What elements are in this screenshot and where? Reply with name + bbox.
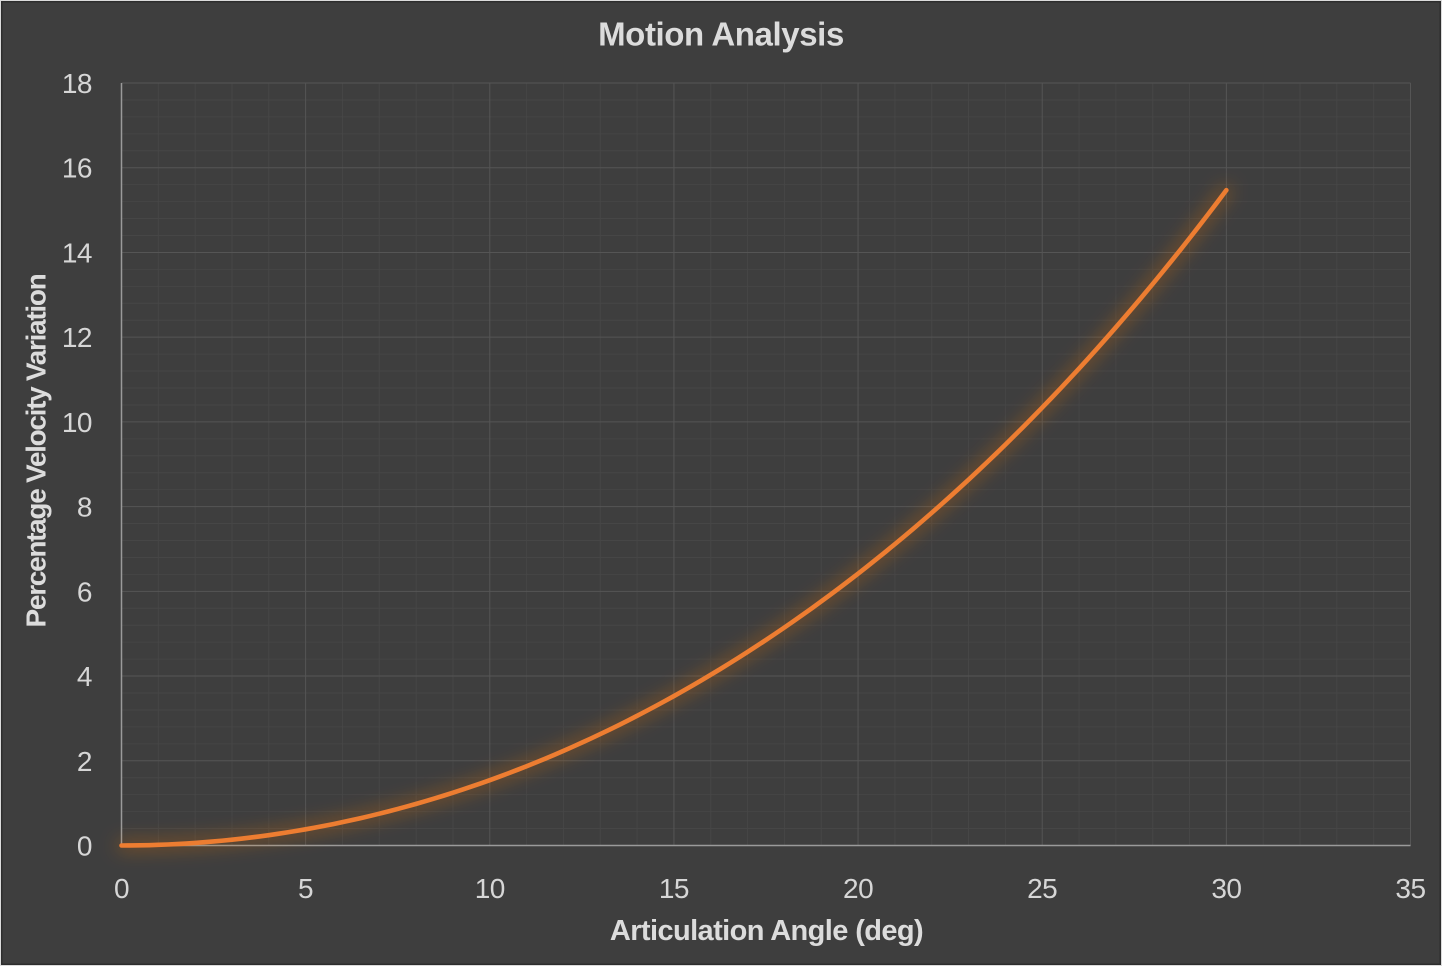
svg-text:10: 10 <box>62 407 92 438</box>
svg-text:15: 15 <box>659 873 689 904</box>
svg-text:25: 25 <box>1027 873 1057 904</box>
svg-text:5: 5 <box>298 873 313 904</box>
svg-text:4: 4 <box>77 661 92 692</box>
svg-text:0: 0 <box>77 831 92 862</box>
svg-text:Motion Analysis: Motion Analysis <box>598 16 844 53</box>
svg-text:20: 20 <box>843 873 873 904</box>
svg-text:16: 16 <box>62 153 92 184</box>
svg-text:18: 18 <box>62 68 92 99</box>
svg-text:12: 12 <box>62 322 92 353</box>
svg-text:8: 8 <box>77 492 92 523</box>
svg-text:10: 10 <box>475 873 505 904</box>
svg-text:2: 2 <box>77 746 92 777</box>
svg-text:35: 35 <box>1395 873 1425 904</box>
svg-text:0: 0 <box>114 873 129 904</box>
svg-text:14: 14 <box>62 237 92 268</box>
svg-text:6: 6 <box>77 576 92 607</box>
svg-text:30: 30 <box>1211 873 1241 904</box>
svg-text:Percentage Velocity Variation: Percentage Velocity Variation <box>21 274 52 627</box>
svg-text:Articulation Angle (deg): Articulation Angle (deg) <box>610 915 923 947</box>
